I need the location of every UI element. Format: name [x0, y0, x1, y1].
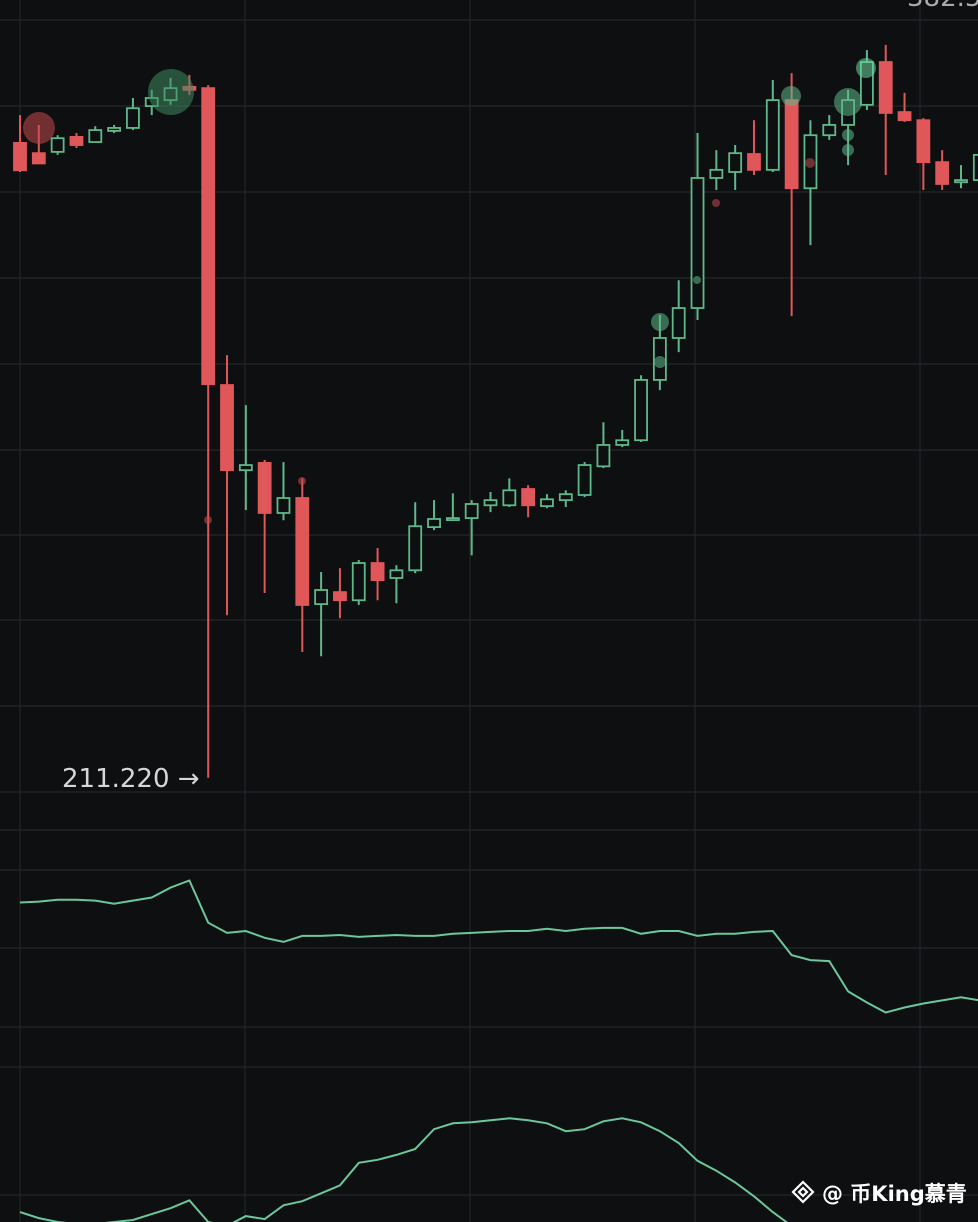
low-price-annotation: 211.220 → — [62, 764, 200, 794]
candle-body — [427, 518, 441, 528]
candle-body — [728, 152, 743, 173]
high-price-label: 382.5 — [907, 0, 978, 13]
candle-body — [483, 499, 498, 507]
watermark-text: @ 币King慕青 — [822, 1182, 967, 1206]
candle-body — [13, 141, 27, 172]
candle-body — [878, 61, 893, 114]
signal-marker — [712, 199, 720, 207]
signal-marker — [651, 313, 669, 331]
signal-marker — [781, 86, 801, 106]
signal-marker — [693, 276, 701, 284]
indicator-line — [19, 1117, 788, 1222]
candle-body — [502, 489, 517, 507]
signal-marker — [654, 356, 666, 368]
candle-body — [88, 129, 103, 143]
signal-marker — [834, 88, 862, 116]
candle-body — [521, 488, 536, 507]
candle-body — [464, 503, 479, 520]
candle-body — [784, 99, 799, 190]
candle-body — [954, 179, 968, 184]
indicator-line — [19, 879, 978, 1014]
candle-body — [747, 153, 761, 171]
candle-body — [709, 168, 724, 179]
watermark: @ 币King慕青 — [791, 1180, 967, 1206]
candle-body — [690, 177, 705, 309]
signal-marker — [842, 144, 854, 156]
candle-body — [540, 498, 554, 508]
candle-body — [69, 136, 84, 146]
candle-body — [445, 517, 460, 522]
candle-body — [257, 462, 272, 514]
candle-body — [201, 87, 216, 386]
candle-body — [126, 107, 140, 129]
signal-marker — [842, 129, 854, 141]
candle-body — [351, 562, 366, 602]
watermark-logo — [791, 1180, 815, 1204]
candle-body — [31, 152, 46, 165]
candle-body — [50, 137, 65, 153]
candle-body — [577, 464, 592, 496]
candle-body — [220, 384, 234, 472]
candle-body — [765, 99, 780, 171]
signal-marker — [298, 477, 306, 485]
signal-marker — [856, 58, 876, 78]
candle-body — [408, 525, 423, 572]
candle-body — [935, 161, 950, 185]
candle-body — [314, 589, 329, 606]
candle-body — [333, 591, 347, 602]
candle-body — [558, 493, 573, 502]
candle-body — [389, 569, 404, 579]
marks — [13, 44, 978, 1222]
candle-body — [634, 379, 648, 442]
candle-body — [370, 562, 385, 582]
signal-marker — [204, 516, 212, 524]
signal-markers — [23, 58, 876, 524]
candle-body — [897, 111, 912, 122]
candle-body — [276, 497, 291, 514]
candle-body — [295, 497, 310, 606]
candle-body — [822, 124, 837, 137]
candle-body — [596, 444, 611, 468]
candle-body — [615, 439, 630, 446]
signal-marker — [805, 158, 815, 168]
candle-body — [238, 464, 253, 472]
signal-marker — [148, 69, 194, 115]
signal-marker — [23, 112, 55, 144]
candle-body — [107, 127, 121, 132]
candle-body — [972, 153, 978, 182]
candle-body — [916, 119, 931, 164]
candle-body — [671, 307, 686, 339]
